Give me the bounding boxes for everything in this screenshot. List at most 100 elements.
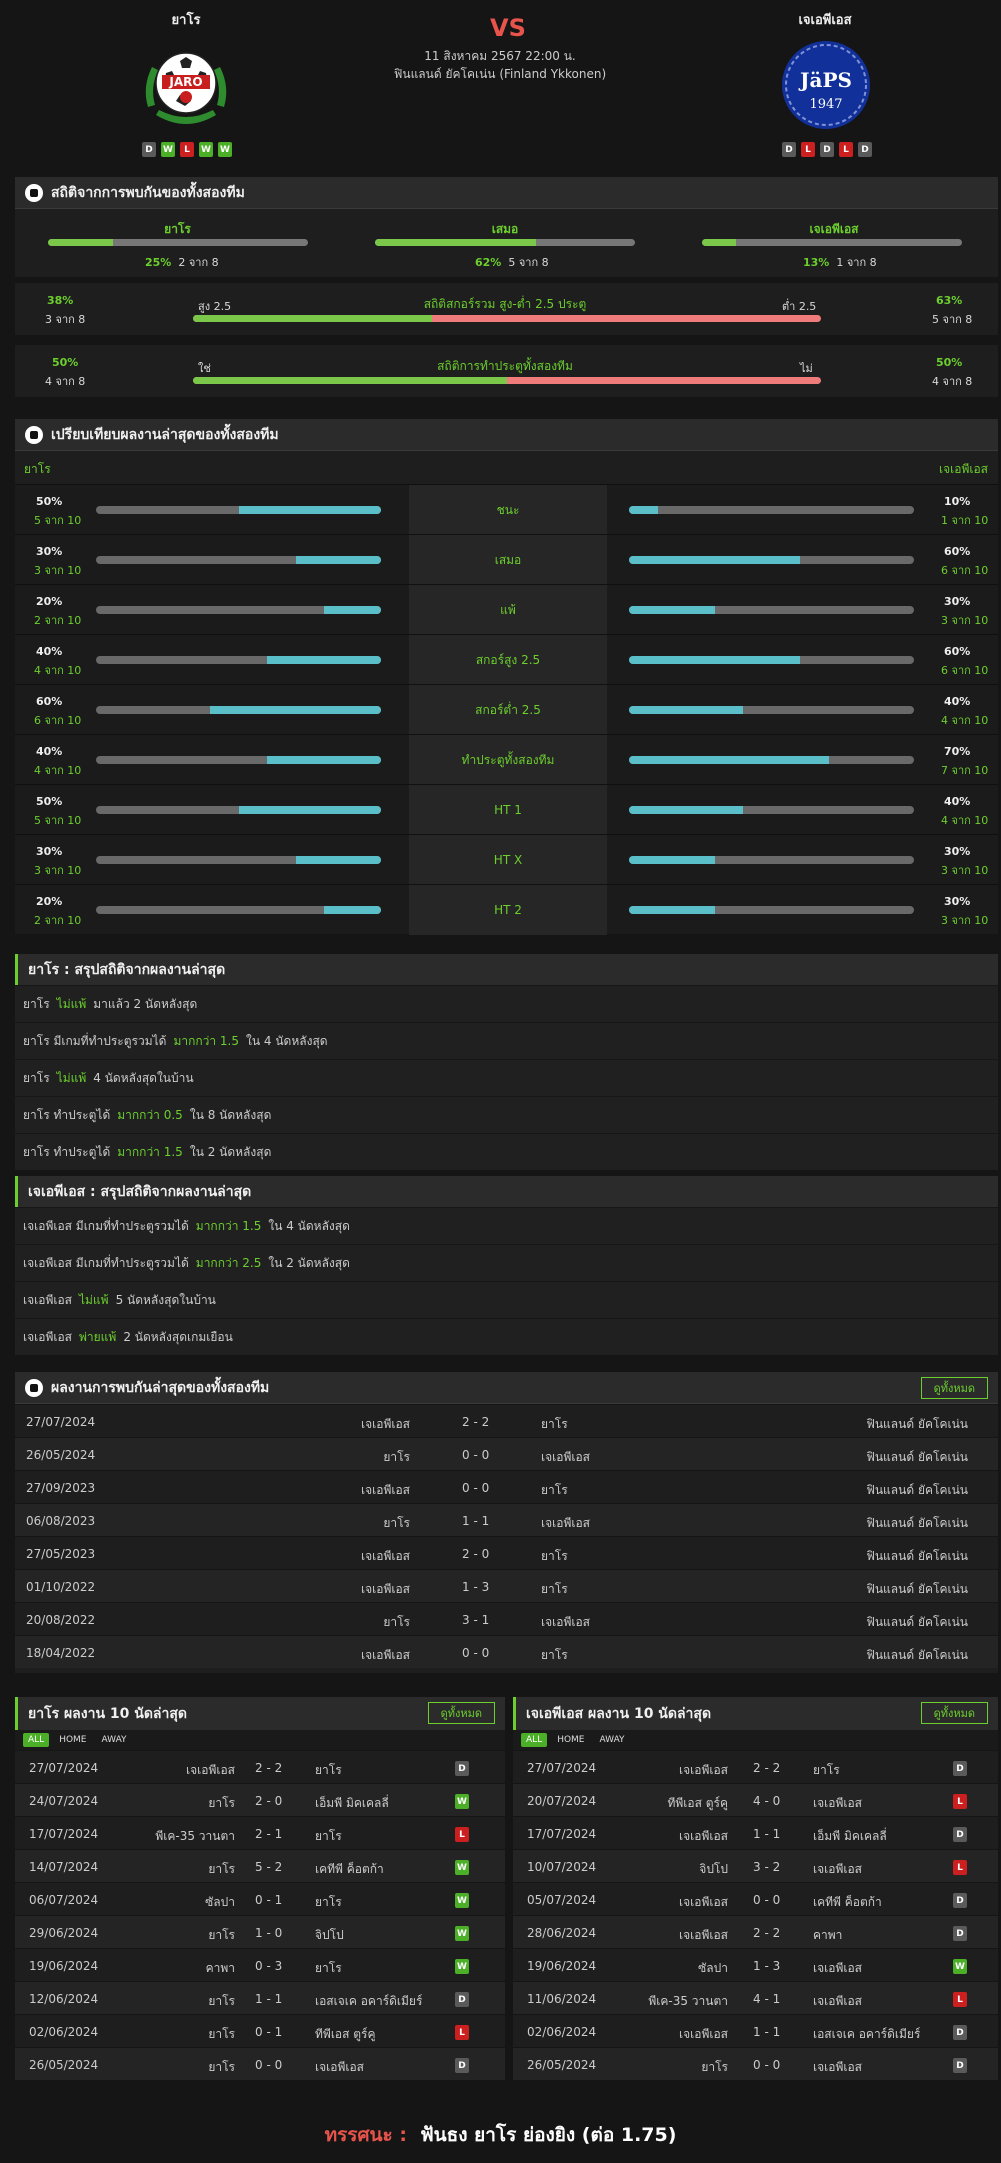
away-team[interactable]: ทีพีเอส ตูร์คู (315, 2027, 376, 2041)
league: ฟินแลนด์ ยัคโคเน่น (866, 1582, 968, 1596)
home-team[interactable]: ยาโร (383, 1516, 410, 1530)
home-team[interactable]: เจเอพีเอส (679, 1763, 728, 1777)
away-team[interactable]: เจเอพีเอส (541, 1615, 590, 1629)
home-team[interactable]: เจเอพีเอส (679, 1829, 728, 1843)
result-row[interactable]: 27/07/2024 เจเอพีเอส 2 - 2 ยาโร D (15, 1750, 505, 1783)
result-row[interactable]: 11/06/2024 พีเค-35 วานตา 4 - 1 เจเอพีเอส L (513, 1981, 998, 2014)
away-team[interactable]: ยาโร (315, 1763, 342, 1777)
home-team[interactable]: จิปโป (699, 1862, 728, 1876)
away-team[interactable]: เจเอพีเอส (813, 1862, 862, 1876)
result-row[interactable]: 06/07/2024 ซัลปา 0 - 1 ยาโร W (15, 1882, 505, 1915)
result-row[interactable]: 26/05/2024 ยาโร 0 - 0 เจเอพีเอส D (513, 2047, 998, 2080)
tab-away[interactable]: AWAY (599, 1735, 625, 1745)
away-team[interactable]: เจเอพีเอส (315, 2060, 364, 2074)
result-row[interactable]: 20/07/2024 ทีพีเอส ตูร์คู 4 - 0 เจเอพีเอส L (513, 1783, 998, 1816)
tab-all[interactable]: ALL (23, 1733, 50, 1747)
home-team-logo[interactable]: JARO (136, 35, 236, 135)
result-row[interactable]: 24/07/2024 ยาโร 2 - 0 เอ็มพี มิคเคลลี่ W (15, 1783, 505, 1816)
home-team[interactable]: เจเอพีเอส (186, 1763, 235, 1777)
h2h-row[interactable]: 20/08/2022 ยาโร 3 - 1 เจเอพีเอส ฟินแลนด์ ยัค… (15, 1602, 998, 1635)
home-team[interactable]: เจเอพีเอส (361, 1483, 410, 1497)
away-team[interactable]: ยาโร (541, 1648, 568, 1662)
result-row[interactable]: 19/06/2024 ซัลปา 1 - 3 เจเอพีเอส W (513, 1948, 998, 1981)
view-all-button[interactable]: ดูทั้งหมด (427, 1702, 495, 1724)
home-team[interactable]: ยาโร (383, 1615, 410, 1629)
home-team[interactable]: ซัลปา (205, 1895, 235, 1909)
h2h-row[interactable]: 27/09/2023 เจเอพีเอส 0 - 0 ยาโร ฟินแลนด์ ยัค… (15, 1470, 998, 1503)
away-team-logo[interactable]: JäPS 1947 (776, 35, 876, 135)
result-row[interactable]: 17/07/2024 เจเอพีเอส 1 - 1 เอ็มพี มิคเคลลี่… (513, 1816, 998, 1849)
away-team[interactable]: ยาโร (315, 1961, 342, 1975)
home-team[interactable]: ยาโร (208, 2060, 235, 2074)
h2h-row[interactable]: 18/04/2022 เจเอพีเอส 0 - 0 ยาโร ฟินแลนด์ ยัค… (15, 1635, 998, 1668)
home-team[interactable]: ซัลปา (698, 1961, 728, 1975)
result-row[interactable]: 19/06/2024 คาพา 0 - 3 ยาโร W (15, 1948, 505, 1981)
away-team[interactable]: จิปโป (315, 1928, 344, 1942)
home-team[interactable]: ยาโร (208, 1862, 235, 1876)
home-team-name[interactable]: ยาโร (171, 13, 201, 28)
away-team[interactable]: ยาโร (541, 1483, 568, 1497)
h2h-row[interactable]: 26/05/2024 ยาโร 0 - 0 เจเอพีเอส ฟินแลนด์ ยัค… (15, 1437, 998, 1470)
home-team[interactable]: พีเค-35 วานตา (155, 1829, 235, 1843)
result-row[interactable]: 26/05/2024 ยาโร 0 - 0 เจเอพีเอส D (15, 2047, 505, 2080)
result-row[interactable]: 12/06/2024 ยาโร 1 - 1 เอสเจเค อคาร์ดิเมียร์… (15, 1981, 505, 2014)
result-row[interactable]: 29/06/2024 ยาโร 1 - 0 จิปโป W (15, 1915, 505, 1948)
away-team[interactable]: เจเอพีเอส (541, 1450, 590, 1464)
home-team[interactable]: ยาโร (383, 1450, 410, 1464)
away-team[interactable]: เจเอพีเอส (813, 1796, 862, 1810)
result-row[interactable]: 02/06/2024 เจเอพีเอส 1 - 1 เอสเจเค อคาร์ดิเ… (513, 2014, 998, 2047)
view-all-button[interactable]: ดูทั้งหมด (920, 1702, 988, 1724)
away-team[interactable]: เอ็มพี มิคเคลลี่ (813, 1829, 887, 1843)
tab-all[interactable]: ALL (521, 1733, 548, 1747)
home-team[interactable]: เจเอพีเอส (679, 1895, 728, 1909)
away-team[interactable]: เจเอพีเอส (813, 2060, 862, 2074)
tab-away[interactable]: AWAY (101, 1735, 127, 1745)
tab-home[interactable]: HOME (59, 1735, 87, 1745)
away-team[interactable]: ยาโร (315, 1829, 342, 1843)
result-row[interactable]: 02/06/2024 ยาโร 0 - 1 ทีพีเอส ตูร์คู L (15, 2014, 505, 2047)
away-team[interactable]: เคทีพี ค็อตก้า (813, 1895, 882, 1909)
h2h-row[interactable]: 27/07/2024 เจเอพีเอส 2 - 2 ยาโร ฟินแลนด์ ยัค… (15, 1404, 998, 1437)
away-team[interactable]: เอสเจเค อคาร์ดิเมียร์ (315, 1994, 423, 2008)
away-team[interactable]: ยาโร (541, 1549, 568, 1563)
result-row[interactable]: 05/07/2024 เจเอพีเอส 0 - 0 เคทีพี ค็อตก้า D (513, 1882, 998, 1915)
view-all-button[interactable]: ดูทั้งหมด (920, 1377, 988, 1399)
result-row[interactable]: 14/07/2024 ยาโร 5 - 2 เคทีพี ค็อตก้า W (15, 1849, 505, 1882)
home-team[interactable]: พีเค-35 วานตา (648, 1994, 728, 2008)
tab-home[interactable]: HOME (557, 1735, 585, 1745)
away-team[interactable]: เจเอพีเอส (813, 1994, 862, 2008)
result-row[interactable]: 28/06/2024 เจเอพีเอส 2 - 2 คาพา D (513, 1915, 998, 1948)
home-team[interactable]: เจเอพีเอส (361, 1417, 410, 1431)
match-date: 19/06/2024 (29, 1959, 99, 1973)
result-row[interactable]: 10/07/2024 จิปโป 3 - 2 เจเอพีเอส L (513, 1849, 998, 1882)
home-team[interactable]: เจเอพีเอส (361, 1549, 410, 1563)
home-team[interactable]: ยาโร (208, 1796, 235, 1810)
away-team-name[interactable]: เจเอพีเอส (798, 13, 852, 28)
home-team[interactable]: เจเอพีเอส (679, 1928, 728, 1942)
home-team[interactable]: ทีพีเอส ตูร์คู (667, 1796, 728, 1810)
home-team[interactable]: เจเอพีเอส (361, 1582, 410, 1596)
home-team[interactable]: ยาโร (208, 2027, 235, 2041)
away-team[interactable]: เจเอพีเอส (813, 1961, 862, 1975)
h2h-row[interactable]: 01/10/2022 เจเอพีเอส 1 - 3 ยาโร ฟินแลนด์ ยัค… (15, 1569, 998, 1602)
home-team[interactable]: ยาโร (208, 1994, 235, 2008)
away-team[interactable]: เอสเจเค อคาร์ดิเมียร์ (813, 2027, 921, 2041)
home-team[interactable]: ยาโร (208, 1928, 235, 1942)
away-team[interactable]: ยาโร (315, 1895, 342, 1909)
h2h-row[interactable]: 27/05/2023 เจเอพีเอส 2 - 0 ยาโร ฟินแลนด์ ยัค… (15, 1536, 998, 1569)
away-team[interactable]: เจเอพีเอส (541, 1516, 590, 1530)
home-team[interactable]: คาพา (205, 1961, 235, 1975)
away-team[interactable]: ยาโร (541, 1417, 568, 1431)
away-team[interactable]: ยาโร (541, 1582, 568, 1596)
away-team[interactable]: เคทีพี ค็อตก้า (315, 1862, 384, 1876)
away-team[interactable]: ยาโร (813, 1763, 840, 1777)
away-team[interactable]: เอ็มพี มิคเคลลี่ (315, 1796, 389, 1810)
prediction-text: ฟันธง ยาโร ย่องยิง (ต่อ 1.75) (420, 2124, 677, 2146)
home-team[interactable]: ยาโร (701, 2060, 728, 2074)
home-team[interactable]: เจเอพีเอส (361, 1648, 410, 1662)
away-team[interactable]: คาพา (813, 1928, 843, 1942)
result-row[interactable]: 17/07/2024 พีเค-35 วานตา 2 - 1 ยาโร L (15, 1816, 505, 1849)
home-team[interactable]: เจเอพีเอส (679, 2027, 728, 2041)
h2h-row[interactable]: 06/08/2023 ยาโร 1 - 1 เจเอพีเอส ฟินแลนด์ ยัค… (15, 1503, 998, 1536)
result-row[interactable]: 27/07/2024 เจเอพีเอส 2 - 2 ยาโร D (513, 1750, 998, 1783)
